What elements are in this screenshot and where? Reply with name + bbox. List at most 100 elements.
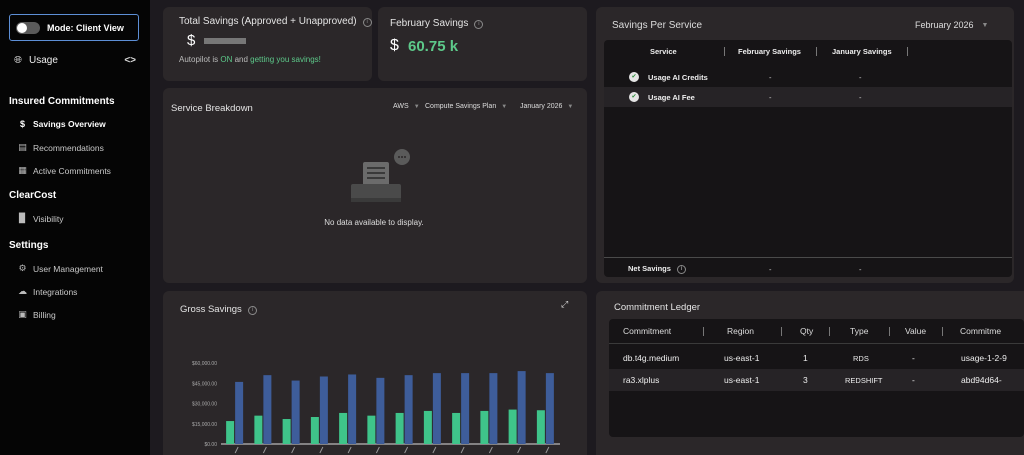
chart-bar[interactable] [452,412,461,444]
bar-chart-icon: ▉ [19,213,26,223]
column-header[interactable]: Commitment [623,326,672,336]
x-tick-label [460,446,465,454]
column-header[interactable]: Value [905,326,927,336]
total-savings-title: Total Savings (Approved + Unapproved) i [179,16,372,27]
savings-per-service-card: Savings Per Service February 2026 ▼ Servi… [596,7,1014,283]
chart-bar[interactable] [291,380,300,444]
table-row[interactable]: ra3.xlplus us-east-1 3 REDSHIFT - abd94d… [609,369,1024,391]
february-value: - [769,93,772,102]
usage-selector[interactable]: 🌐︎ Usage <> [14,53,136,67]
chevron-down-icon: ▼ [981,21,989,29]
chevron-down-icon: ▼ [501,103,508,110]
y-tick-label: $45,000.00 [192,381,217,387]
info-icon[interactable]: i [676,265,686,274]
sidebar-item-billing[interactable]: ▣ Billing [17,309,56,320]
chart-bar[interactable] [226,421,235,444]
column-header[interactable]: Type [850,326,869,336]
collapse-sidebar-icon[interactable]: <> [124,54,136,66]
toggle-switch[interactable] [16,21,40,34]
month-filter[interactable]: January 2026 ▼ [520,103,574,110]
x-tick-label [347,446,352,454]
february-savings-value: 60.75 k [408,38,459,55]
sidebar-item-recommendations[interactable]: ▤ Recommendations [17,142,104,153]
commitment-ledger-card: Commitment Ledger Commitment Region Qty … [596,291,1024,455]
january-value: - [859,93,862,102]
sidebar-item-visibility[interactable]: ▉ Visibility [17,213,64,224]
expand-icon[interactable]: ⤢ [561,299,569,309]
column-header[interactable]: Region [727,326,754,336]
sidebar-item-user-management[interactable]: ⚙ User Management [17,263,103,274]
column-header[interactable]: Service [650,47,677,56]
x-tick-label [319,446,324,454]
chart-bar[interactable] [480,410,489,444]
chart-bar[interactable] [319,376,328,445]
qty-cell: 1 [803,353,808,363]
column-header[interactable]: Commitme [960,326,1002,336]
chart-bar[interactable] [263,375,272,444]
february-savings-title: February Savings i [390,18,484,29]
sidebar-item-label: User Management [33,263,103,274]
chart-bar[interactable] [367,415,376,444]
mode-toggle[interactable]: Mode: Client View [9,14,139,41]
chart-bar[interactable] [404,375,413,444]
chart-bar[interactable] [508,409,517,444]
month-selector[interactable]: February 2026 ▼ [915,20,989,30]
sidebar-item-active-commitments[interactable]: ▦ Active Commitments [17,165,111,176]
section-settings: Settings [9,240,49,251]
column-header[interactable]: January Savings [832,47,892,56]
service-breakdown-title: Service Breakdown [171,103,253,114]
chart-bar[interactable] [489,373,498,444]
info-icon[interactable]: i [474,20,484,29]
column-header[interactable]: Qty [800,326,814,336]
chart-bar[interactable] [461,373,470,444]
chart-bar[interactable] [517,371,526,444]
table-row[interactable]: db.t4g.medium us-east-1 1 RDS - usage-1-… [609,345,1024,369]
empty-inbox-icon [351,149,410,202]
info-icon[interactable]: i [247,306,257,315]
total-savings-card: Total Savings (Approved + Unapproved) i $… [163,7,372,81]
sidebar-item-label: Savings Overview [33,119,106,129]
sidebar-item-label: Billing [33,309,56,320]
table-row[interactable]: ✔ Usage AI Credits - - [604,67,1012,87]
sidebar-item-savings-overview[interactable]: $ Savings Overview [17,119,106,129]
x-tick-label [517,446,522,454]
chevron-down-icon: ▼ [567,103,574,110]
y-tick-label: $15,000.00 [192,422,217,428]
chart-bar[interactable] [348,374,357,444]
sidebar: Mode: Client View 🌐︎ Usage <> Insured Co… [0,0,150,455]
region-cell: us-east-1 [724,353,760,363]
x-tick-label [488,446,493,454]
column-header[interactable]: February Savings [738,47,801,56]
chart-bar[interactable] [282,419,291,444]
chart-bar[interactable] [339,412,348,444]
plan-filter[interactable]: Compute Savings Plan ▼ [425,103,508,110]
value-cell: - [912,375,915,385]
type-cell: RDS [853,354,869,363]
info-icon[interactable]: i [362,18,372,27]
mode-label: Mode: Client View [47,22,124,33]
type-cell: REDSHIFT [845,376,883,385]
chart-bar[interactable] [545,373,554,444]
chart-bar[interactable] [376,377,385,444]
chart-bar[interactable] [235,381,244,444]
chart-bar[interactable] [432,373,441,444]
section-clearcost: ClearCost [9,190,57,201]
commitment-cell: ra3.xlplus [623,375,660,385]
sidebar-item-integrations[interactable]: ☁ Integrations [17,286,77,297]
february-value: - [769,73,772,82]
autopilot-link[interactable]: getting you savings! [250,55,321,64]
x-tick-label [234,446,239,454]
commitment-cell: db.t4g.medium [623,353,680,363]
chart-bar[interactable] [395,412,404,444]
x-tick-label [404,446,409,454]
sidebar-item-label: Integrations [33,286,78,297]
chart-bar[interactable] [310,417,319,444]
table-row[interactable]: ✔ Usage AI Fee - - [604,87,1012,107]
service-name: Usage AI Credits [648,73,708,82]
globe-icon: 🌐︎ [14,54,22,66]
chart-bar[interactable] [423,410,432,444]
provider-filter[interactable]: AWS ▼ [393,103,420,110]
billing-icon: ▣ [18,309,27,319]
chart-bar[interactable] [254,415,263,444]
chart-bar[interactable] [536,410,545,444]
